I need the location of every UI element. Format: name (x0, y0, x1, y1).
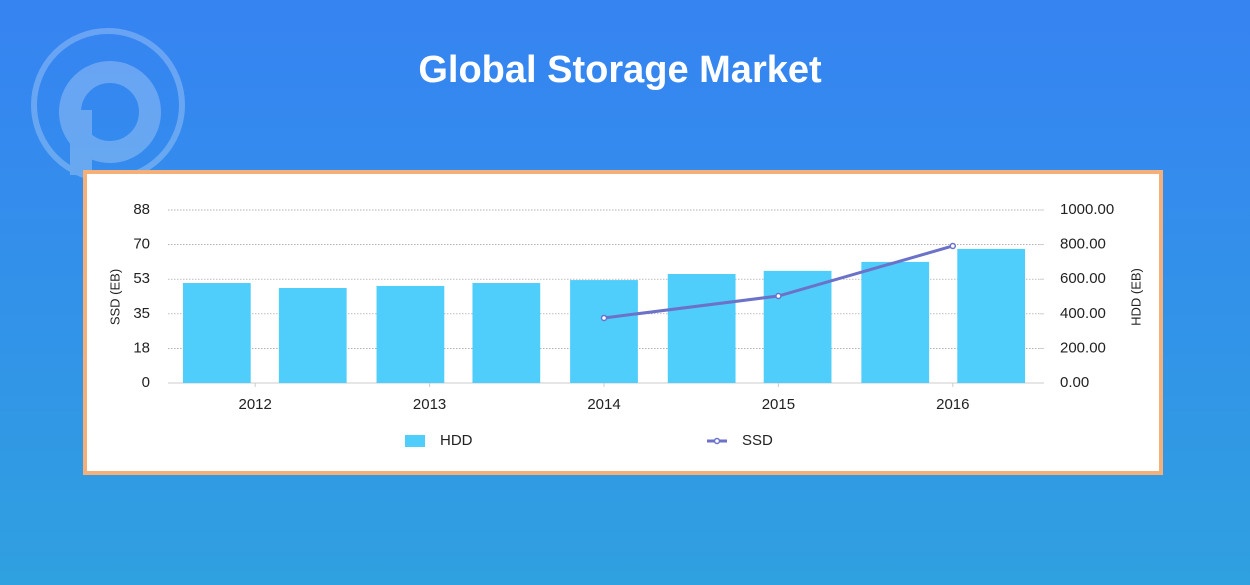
x-tick-label: 2012 (239, 396, 272, 413)
bar (861, 261, 930, 383)
legend-label: HDD (440, 432, 473, 449)
x-tick-label: 2016 (936, 396, 969, 413)
legend-swatch (405, 435, 425, 447)
y-tick-label: 70 (133, 236, 150, 253)
bar (667, 274, 736, 383)
y-tick-label: 88 (133, 201, 150, 218)
x-tick-label: 2015 (762, 396, 795, 413)
chart-title: Global Storage Market (418, 49, 822, 91)
bar (376, 285, 445, 383)
y-tick-label: 35 (133, 305, 150, 322)
bar (763, 270, 832, 383)
bar (957, 248, 1026, 383)
x-tick-label: 2014 (587, 396, 620, 413)
y2-tick-label: 800.00 (1060, 236, 1106, 253)
bar (182, 283, 251, 383)
y2-tick-label: 400.00 (1060, 305, 1106, 322)
bar (570, 280, 638, 383)
line-point (949, 242, 957, 250)
bar (278, 288, 347, 383)
line-point (775, 292, 782, 300)
y2-tick-label: 1000.00 (1060, 201, 1114, 218)
bar (472, 283, 541, 383)
line-point (600, 314, 608, 322)
legend-label: SSD (742, 432, 773, 449)
y2-tick-label: 0.00 (1060, 374, 1089, 391)
y-tick-label: 0 (142, 374, 150, 391)
y-tick-label: 53 (133, 270, 150, 287)
legend-swatch-point (713, 437, 721, 445)
y2-tick-label: 600.00 (1060, 270, 1106, 287)
y-axis-label: SSD (EB) (107, 269, 122, 325)
logo-watermark (31, 28, 185, 182)
y-tick-label: 18 (133, 339, 150, 356)
y2-axis-label: HDD (EB) (1128, 268, 1143, 326)
x-tick-label: 2013 (413, 396, 446, 413)
y2-tick-label: 200.00 (1060, 339, 1106, 356)
